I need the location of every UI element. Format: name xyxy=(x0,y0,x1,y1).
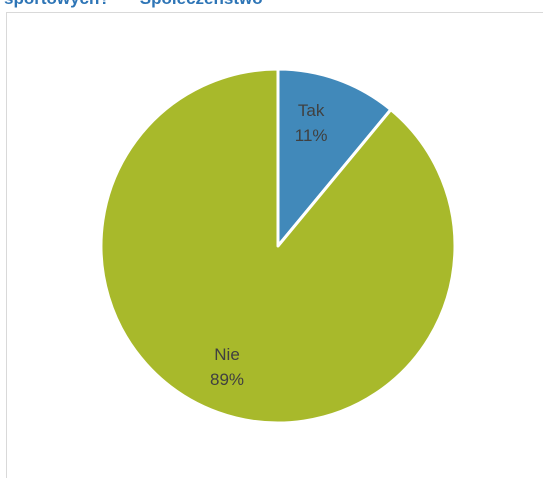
slice-category-label-tak: Tak xyxy=(298,101,325,120)
pie-slices xyxy=(99,67,457,425)
chart-title: sportowych? Społeczeństwo xyxy=(4,0,263,9)
pie-slice-tak xyxy=(276,67,393,248)
chart-frame xyxy=(6,12,543,478)
pie-slice-nie xyxy=(99,67,457,425)
title-part-1: sportowych? xyxy=(4,0,110,8)
title-part-2: Społeczeństwo xyxy=(140,0,263,8)
slice-percent-label-nie: 89% xyxy=(210,370,244,389)
slice-percent-label-tak: 11% xyxy=(295,126,328,145)
pie-labels: Tak 11% Nie 89% xyxy=(210,101,328,389)
slice-category-label-nie: Nie xyxy=(214,345,240,364)
